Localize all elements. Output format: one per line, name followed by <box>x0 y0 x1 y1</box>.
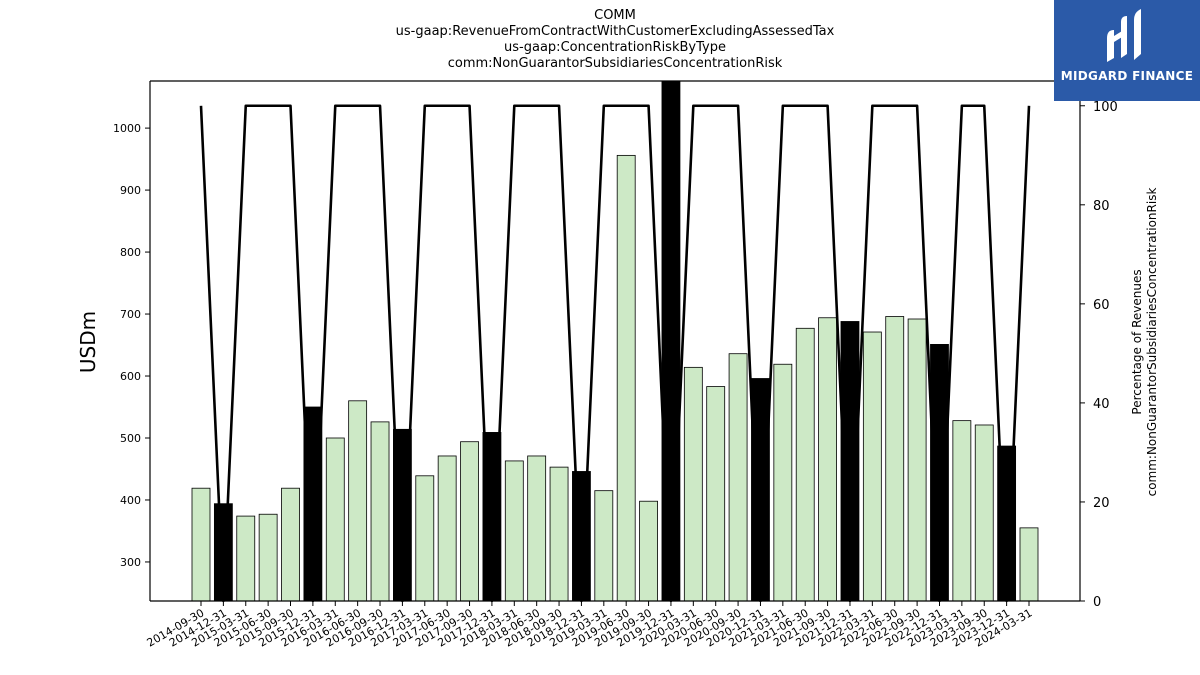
bar-2014-09-30 <box>191 487 211 602</box>
bar-2020-03-31 <box>683 366 703 602</box>
bar-2018-09-30 <box>549 466 569 602</box>
bar-2022-03-31 <box>862 331 882 602</box>
y-tick-label-700: 700 <box>120 308 141 321</box>
y-tick-label-400: 400 <box>120 494 141 507</box>
bar-2021-06-30 <box>795 327 815 602</box>
y2-tick-label-80: 80 <box>1093 199 1110 214</box>
bar-2019-12-31 <box>661 80 681 602</box>
y-tick-label-300: 300 <box>120 556 141 569</box>
y2-axis-label: Percentage of Revenues comm:NonGuarantorS… <box>1130 188 1159 497</box>
bar-2021-09-30 <box>818 317 837 602</box>
chart-title-line-4: comm:NonGuarantorSubsidiariesConcentrati… <box>447 56 783 71</box>
bar-2021-03-31 <box>773 363 793 602</box>
y-tick-label-1000: 1000 <box>113 122 141 135</box>
y2-axis-ticks: 0 20 40 60 80 100 <box>1080 100 1118 610</box>
bar-2023-09-30 <box>974 424 994 602</box>
bar-2018-03-31 <box>504 460 524 602</box>
y2-tick-label-40: 40 <box>1093 397 1110 412</box>
y-tick-label-600: 600 <box>120 370 141 383</box>
y2-axis-label-line-2: comm:NonGuarantorSubsidiariesConcentrati… <box>1145 188 1159 497</box>
bar-2016-06-30 <box>348 400 368 602</box>
logo-text: MIDGARD FINANCE <box>1060 69 1194 83</box>
bar-2017-09-30 <box>460 441 479 602</box>
bar-2024-03-31 <box>1019 527 1039 602</box>
bar-2017-03-31 <box>415 475 435 602</box>
bar-2022-09-30 <box>907 318 927 602</box>
y-tick-label-500: 500 <box>120 432 141 445</box>
bar-2015-03-31 <box>236 515 256 602</box>
bar-2015-09-30 <box>281 487 300 602</box>
chart-title-line-2: us-gaap:RevenueFromContractWithCustomerE… <box>395 24 835 39</box>
bar-2019-06-30 <box>616 154 636 602</box>
chart-title-line-1: COMM <box>594 8 636 23</box>
bar-2015-06-30 <box>258 513 278 602</box>
bar-2017-06-30 <box>437 455 457 602</box>
y2-tick-label-100: 100 <box>1093 100 1118 115</box>
bar-2020-09-30 <box>728 353 748 602</box>
midgard-logo-icon <box>1107 9 1141 62</box>
line-series <box>199 104 1031 603</box>
y2-axis-label-line-1: Percentage of Revenues <box>1130 269 1144 414</box>
bar-2019-03-31 <box>594 490 614 602</box>
bar-2019-09-30 <box>639 500 658 602</box>
chart-title-line-3: us-gaap:ConcentrationRiskByType <box>504 40 726 55</box>
percentage-line <box>199 104 1031 603</box>
bar-2023-03-31 <box>952 420 972 602</box>
y-tick-label-800: 800 <box>120 246 141 259</box>
y2-tick-label-20: 20 <box>1093 496 1110 511</box>
bar-series <box>191 80 1039 602</box>
axes <box>149 80 1081 602</box>
bar-2018-06-30 <box>527 455 547 602</box>
bar-2022-06-30 <box>885 316 905 602</box>
bar-2016-03-31 <box>325 437 345 602</box>
y2-tick-label-60: 60 <box>1093 298 1110 313</box>
y-axis-ticks: 300 400 500 600 700 800 900 1000 <box>113 122 150 569</box>
bar-2020-06-30 <box>706 386 726 602</box>
y2-tick-label-0: 0 <box>1093 595 1101 610</box>
y-axis-label: USDm <box>76 311 100 373</box>
bar-2016-09-30 <box>370 421 390 602</box>
midgard-finance-logo: MIDGARD FINANCE <box>1054 0 1200 101</box>
x-axis-ticks: 2014-09-302014-12-312015-03-312015-06-30… <box>145 601 1035 650</box>
y-tick-label-900: 900 <box>120 184 141 197</box>
